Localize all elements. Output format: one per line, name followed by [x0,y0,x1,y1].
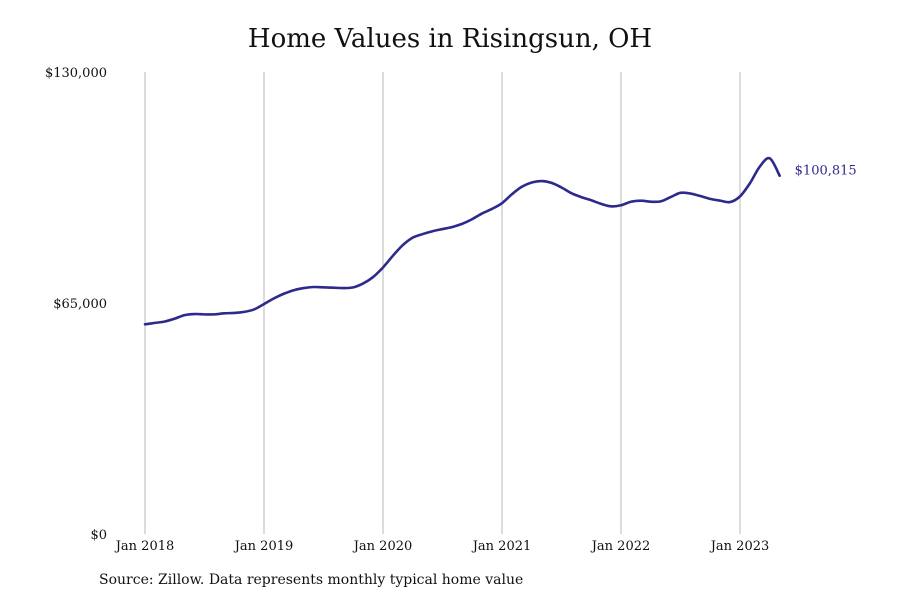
source-note: Source: Zillow. Data represents monthly … [99,572,524,588]
y-tick-label: $130,000 [45,66,107,81]
y-tick-label: $0 [90,528,107,543]
x-tick-label: Jan 2023 [709,539,770,554]
x-tick-label: Jan 2022 [590,539,651,554]
y-tick-label: $65,000 [53,297,107,312]
series-line-0 [143,156,781,326]
x-tick-label: Jan 2020 [352,539,413,554]
grid-lines [144,72,741,534]
x-tick-label: Jan 2019 [233,539,294,554]
y-axis-ticks: $0 $65,000 $130,000 [45,66,107,543]
chart-title: Home Values in Risingsun, OH [247,24,653,54]
x-tick-label: Jan 2018 [114,539,175,554]
series-line-layer [143,156,781,326]
x-tick-label: Jan 2021 [471,539,532,554]
end-value-label: $100,815 [795,164,857,179]
x-axis-ticks: Jan 2018 Jan 2019 Jan 2020 Jan 2021 Jan 2022… [114,539,770,554]
end-label-layer: $100,815 [795,164,857,179]
